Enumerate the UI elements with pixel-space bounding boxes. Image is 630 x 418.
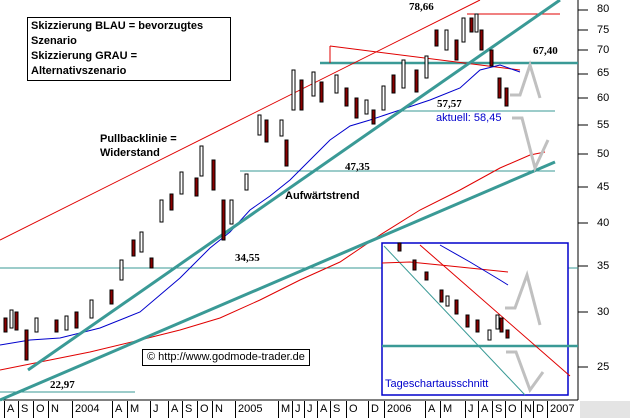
- scenario-grey-down: [512, 116, 550, 173]
- label-22: 22,97: [50, 379, 75, 391]
- x-tick: A: [317, 401, 327, 418]
- x-tick: S: [182, 401, 192, 418]
- legend-box: Skizzierung BLAU = bevorzugtes Szenario …: [27, 17, 231, 81]
- inset-label: Tageschartausschnitt: [385, 378, 489, 390]
- x-tick: N: [48, 401, 59, 418]
- x-tick: 2004: [72, 401, 99, 418]
- label-current: aktuell: 58,45: [436, 112, 502, 124]
- x-tick: J: [292, 401, 301, 418]
- x-tick: M: [127, 401, 139, 418]
- ma-red: [0, 151, 546, 371]
- y-tick-25: 25: [597, 361, 610, 373]
- x-tick: M: [278, 401, 290, 418]
- y-tick-45: 45: [597, 181, 610, 193]
- label-47: 47,35: [345, 161, 370, 173]
- x-tick: O: [505, 401, 517, 418]
- y-tick-65: 65: [597, 67, 610, 79]
- y-tick-35: 35: [597, 260, 610, 272]
- label-trend: Aufwärtstrend: [285, 190, 360, 202]
- label-resistance: 67,40: [533, 45, 558, 57]
- y-tick-75: 75: [597, 24, 610, 36]
- ma-blue: [0, 64, 521, 346]
- label-support: 57,57: [437, 98, 462, 110]
- x-tick: A: [478, 401, 488, 418]
- x-tick: A: [112, 401, 122, 418]
- scenario-blue-up: [510, 60, 542, 99]
- x-tick: S: [18, 401, 28, 418]
- label-pullback-2: Widerstand: [100, 147, 160, 159]
- y-tick-55: 55: [597, 119, 610, 131]
- x-tick: O: [197, 401, 209, 418]
- label-pullback-1: Pullbacklinie =: [100, 133, 177, 145]
- inset-daily-chart: [381, 242, 578, 396]
- legend-blue: Skizzierung BLAU = bevorzugtes Szenario: [31, 20, 204, 47]
- x-tick: S: [492, 401, 502, 418]
- x-tick: J: [304, 401, 313, 418]
- x-tick: D: [533, 401, 544, 418]
- x-tick: A: [4, 401, 14, 418]
- x-tick: A: [425, 401, 435, 418]
- candlesticks: [3, 13, 509, 361]
- y-tick-70: 70: [597, 44, 610, 56]
- x-tick: N: [212, 401, 223, 418]
- y-axis-ticks: [578, 9, 588, 368]
- x-tick: J: [465, 401, 474, 418]
- x-tick: O: [33, 401, 45, 418]
- x-tick: D: [368, 401, 379, 418]
- x-tick: A: [168, 401, 178, 418]
- x-tick: S: [330, 401, 340, 418]
- x-tick: M: [440, 401, 452, 418]
- x-axis: A S O N 2004 A M J A S O N 2005 M J J A …: [0, 401, 578, 418]
- y-tick-60: 60: [597, 92, 610, 104]
- copyright-box: © http://www.godmode-trader.de: [142, 349, 310, 366]
- y-tick-40: 40: [597, 217, 610, 229]
- teal-trendlines: [0, 0, 561, 402]
- legend-grey: Skizzierung GRAU = Alternativszenario: [31, 50, 138, 77]
- x-tick: J: [150, 401, 159, 418]
- x-tick: 2007: [547, 401, 574, 418]
- label-high: 78,66: [409, 1, 434, 13]
- x-tick: 2006: [384, 401, 411, 418]
- y-tick-50: 50: [597, 148, 610, 160]
- y-tick-80: 80: [597, 3, 610, 15]
- x-tick: O: [346, 401, 358, 418]
- y-tick-30: 30: [597, 306, 610, 318]
- axis-corner: [580, 401, 630, 418]
- x-tick: N: [521, 401, 532, 418]
- label-34: 34,55: [235, 252, 260, 264]
- x-tick: 2005: [235, 401, 262, 418]
